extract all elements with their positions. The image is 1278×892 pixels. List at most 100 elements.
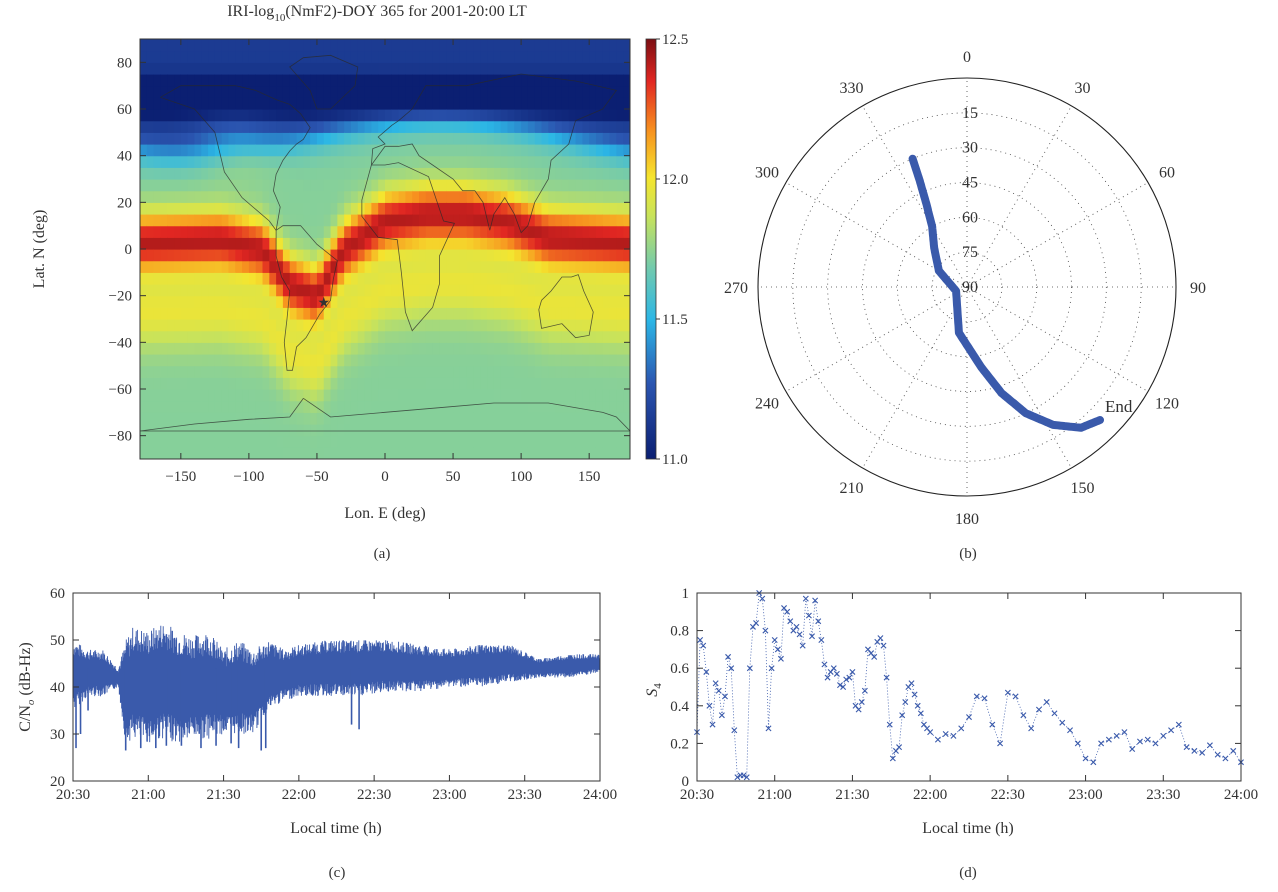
heatmap-cell bbox=[412, 424, 420, 437]
heatmap-cell bbox=[214, 295, 223, 308]
heatmap-cell bbox=[521, 237, 529, 250]
heatmap-cell bbox=[201, 190, 209, 203]
heatmap-cell bbox=[527, 435, 536, 448]
heatmap-cell bbox=[303, 109, 311, 122]
heatmap-cell bbox=[208, 342, 216, 355]
heatmap-cell bbox=[296, 400, 304, 413]
heatmap-cell bbox=[561, 330, 570, 343]
heatmap-cell bbox=[548, 120, 556, 133]
y-tick-label: 0.4 bbox=[670, 699, 689, 715]
heatmap-cell bbox=[487, 97, 495, 110]
heatmap-cell bbox=[493, 342, 502, 355]
heatmap-cell bbox=[201, 284, 209, 297]
heatmap-cell bbox=[527, 295, 536, 308]
heatmap-cell bbox=[248, 179, 257, 192]
heatmap-cell bbox=[228, 249, 236, 262]
colorbar-tick-label: 12.5 bbox=[662, 32, 688, 48]
heatmap-cell bbox=[174, 74, 182, 87]
heatmap-cell bbox=[276, 190, 284, 203]
heatmap-cell bbox=[575, 74, 583, 87]
heatmap-cell bbox=[303, 144, 311, 157]
heatmap-cell bbox=[487, 62, 495, 75]
heatmap-cell bbox=[609, 249, 617, 262]
heatmap-cell bbox=[575, 237, 583, 250]
heatmap-cell bbox=[160, 377, 168, 390]
heatmap-cell bbox=[595, 272, 604, 285]
heatmap-cell bbox=[167, 377, 175, 390]
heatmap-cell bbox=[323, 447, 332, 459]
heatmap-cell bbox=[323, 412, 332, 425]
heatmap-cell bbox=[398, 435, 407, 448]
heatmap-cell bbox=[269, 225, 277, 238]
heatmap-cell bbox=[276, 307, 284, 320]
heatmap-cell bbox=[323, 97, 332, 110]
heatmap-cell bbox=[357, 354, 366, 367]
heatmap-cell bbox=[221, 377, 230, 390]
heatmap-cell bbox=[146, 190, 155, 203]
heatmap-cell bbox=[473, 307, 481, 320]
heatmap-cell bbox=[153, 50, 162, 63]
heatmap-cell bbox=[568, 144, 577, 157]
heatmap-cell bbox=[453, 109, 461, 122]
heatmap-cell bbox=[385, 295, 393, 308]
heatmap-cell bbox=[487, 447, 495, 459]
heatmap-cell bbox=[255, 214, 264, 227]
heatmap-cell bbox=[602, 365, 611, 378]
heatmap-cell bbox=[480, 377, 488, 390]
heatmap-cell bbox=[160, 144, 168, 157]
heatmap-cell bbox=[453, 225, 461, 238]
heatmap-cell bbox=[378, 179, 386, 192]
heatmap-cell bbox=[310, 237, 318, 250]
heatmap-cell bbox=[568, 260, 577, 273]
heatmap-cell bbox=[459, 377, 468, 390]
heatmap-cell bbox=[561, 435, 570, 448]
heatmap-cell bbox=[316, 260, 325, 273]
heatmap-cell bbox=[473, 330, 481, 343]
heatmap-cell bbox=[446, 365, 454, 378]
heatmap-cell bbox=[337, 190, 345, 203]
heatmap-cell bbox=[364, 74, 372, 87]
heatmap-cell bbox=[296, 389, 304, 402]
heatmap-cell bbox=[466, 284, 475, 297]
heatmap-cell bbox=[541, 237, 549, 250]
heatmap-cell bbox=[439, 435, 447, 448]
heatmap-cell bbox=[568, 319, 577, 332]
heatmap-cell bbox=[310, 202, 318, 215]
coastline bbox=[361, 162, 455, 332]
heatmap-cell bbox=[507, 74, 515, 87]
heatmap-cell bbox=[146, 284, 155, 297]
heatmap-cell bbox=[344, 377, 352, 390]
heatmap-cell bbox=[344, 39, 352, 52]
heatmap-cell bbox=[276, 120, 284, 133]
heatmap-cell bbox=[575, 214, 583, 227]
heatmap-cell bbox=[602, 144, 611, 157]
heatmap-cell bbox=[412, 307, 420, 320]
heatmap-cell bbox=[575, 389, 583, 402]
heatmap-cell bbox=[419, 120, 427, 133]
heatmap-cell bbox=[459, 214, 468, 227]
heatmap-cell bbox=[248, 447, 257, 459]
heatmap-cell bbox=[316, 354, 325, 367]
heatmap-cell bbox=[337, 97, 345, 110]
panel-a: IRI-log10(NmF2)-DOY 365 for 2001-20:00 L… bbox=[31, 3, 688, 562]
heatmap-cell bbox=[521, 179, 529, 192]
heatmap-cell bbox=[541, 272, 549, 285]
heatmap-cell bbox=[344, 202, 352, 215]
s4-point bbox=[908, 680, 915, 687]
heatmap-cell bbox=[534, 284, 543, 297]
heatmap-cell bbox=[330, 132, 338, 145]
heatmap-cell bbox=[459, 179, 468, 192]
heatmap-cell bbox=[500, 319, 509, 332]
heatmap-cell bbox=[623, 39, 630, 52]
heatmap-cell bbox=[208, 272, 216, 285]
heatmap-cell bbox=[296, 249, 304, 262]
heatmap-cell bbox=[555, 109, 563, 122]
heatmap-cell bbox=[602, 319, 611, 332]
heatmap-cell bbox=[310, 354, 318, 367]
heatmap-cell bbox=[541, 412, 549, 425]
heatmap-cell bbox=[378, 284, 386, 297]
heatmap-cell bbox=[323, 260, 332, 273]
heatmap-cell bbox=[466, 74, 475, 87]
heatmap-cell bbox=[255, 50, 264, 63]
heatmap-cell bbox=[514, 249, 522, 262]
